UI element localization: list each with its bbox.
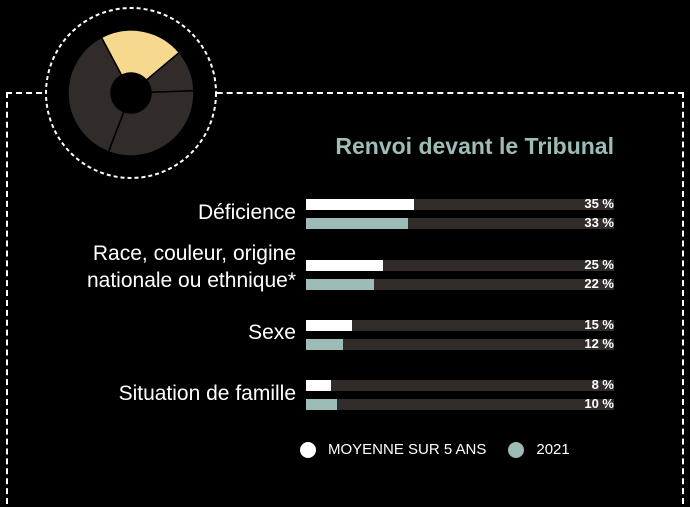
legend-dot-2021 <box>508 441 525 458</box>
bar-track-deficience-0 <box>306 199 614 210</box>
legend-label-average: MOYENNE SUR 5 ANS <box>328 441 487 458</box>
chart-title: Renvoi devant le Tribunal <box>335 133 614 159</box>
legend-item-average: MOYENNE SUR 5 ANS <box>300 441 486 458</box>
legend-label-2021: 2021 <box>536 441 570 458</box>
category-label-sexe: Sexe <box>248 321 296 344</box>
bar-situation-famille-2021 <box>306 399 337 410</box>
bar-track-sexe-1 <box>306 339 614 350</box>
bar-track-sexe-0 <box>306 320 614 331</box>
bar-track-deficience-1 <box>306 218 614 229</box>
dashed-frame <box>6 92 684 504</box>
category-label-deficience: Déficience <box>197 201 296 224</box>
donut-hole <box>111 73 151 113</box>
category-label-situation-famille: Situation de famille <box>118 382 296 405</box>
bar-situation-famille-average <box>306 380 331 391</box>
bar-sexe-2021 <box>306 339 344 350</box>
category-label-race: Race, couleur, origine nationale ou ethni… <box>86 242 296 292</box>
donut-chart-icon <box>42 4 220 182</box>
legend: MOYENNE SUR 5 ANS 2021 <box>300 441 592 458</box>
bar-value-deficience-2021: 33 % <box>584 215 614 230</box>
legend-item-2021: 2021 <box>508 441 570 458</box>
bar-value-situation-famille-average: 8 % <box>591 377 614 392</box>
bar-value-race-2021: 22 % <box>584 276 614 291</box>
bar-deficience-2021 <box>306 218 408 229</box>
donut-slice-2 <box>107 90 195 157</box>
bar-race-average <box>306 260 384 271</box>
bar-value-situation-famille-2021: 10 % <box>584 396 614 411</box>
bar-value-deficience-average: 35 % <box>584 196 614 211</box>
bar-race-2021 <box>306 279 374 290</box>
bar-value-sexe-2021: 12 % <box>584 336 614 351</box>
bar-track-race-0 <box>306 260 614 271</box>
bar-sexe-average <box>306 320 353 331</box>
bar-deficience-average <box>306 199 414 210</box>
bar-track-situation-famille-1 <box>306 399 614 410</box>
bar-track-race-1 <box>306 279 614 290</box>
legend-dot-average <box>300 441 316 458</box>
bar-track-situation-famille-0 <box>306 380 614 391</box>
bar-value-sexe-average: 15 % <box>584 317 614 332</box>
bar-value-race-average: 25 % <box>584 257 614 272</box>
